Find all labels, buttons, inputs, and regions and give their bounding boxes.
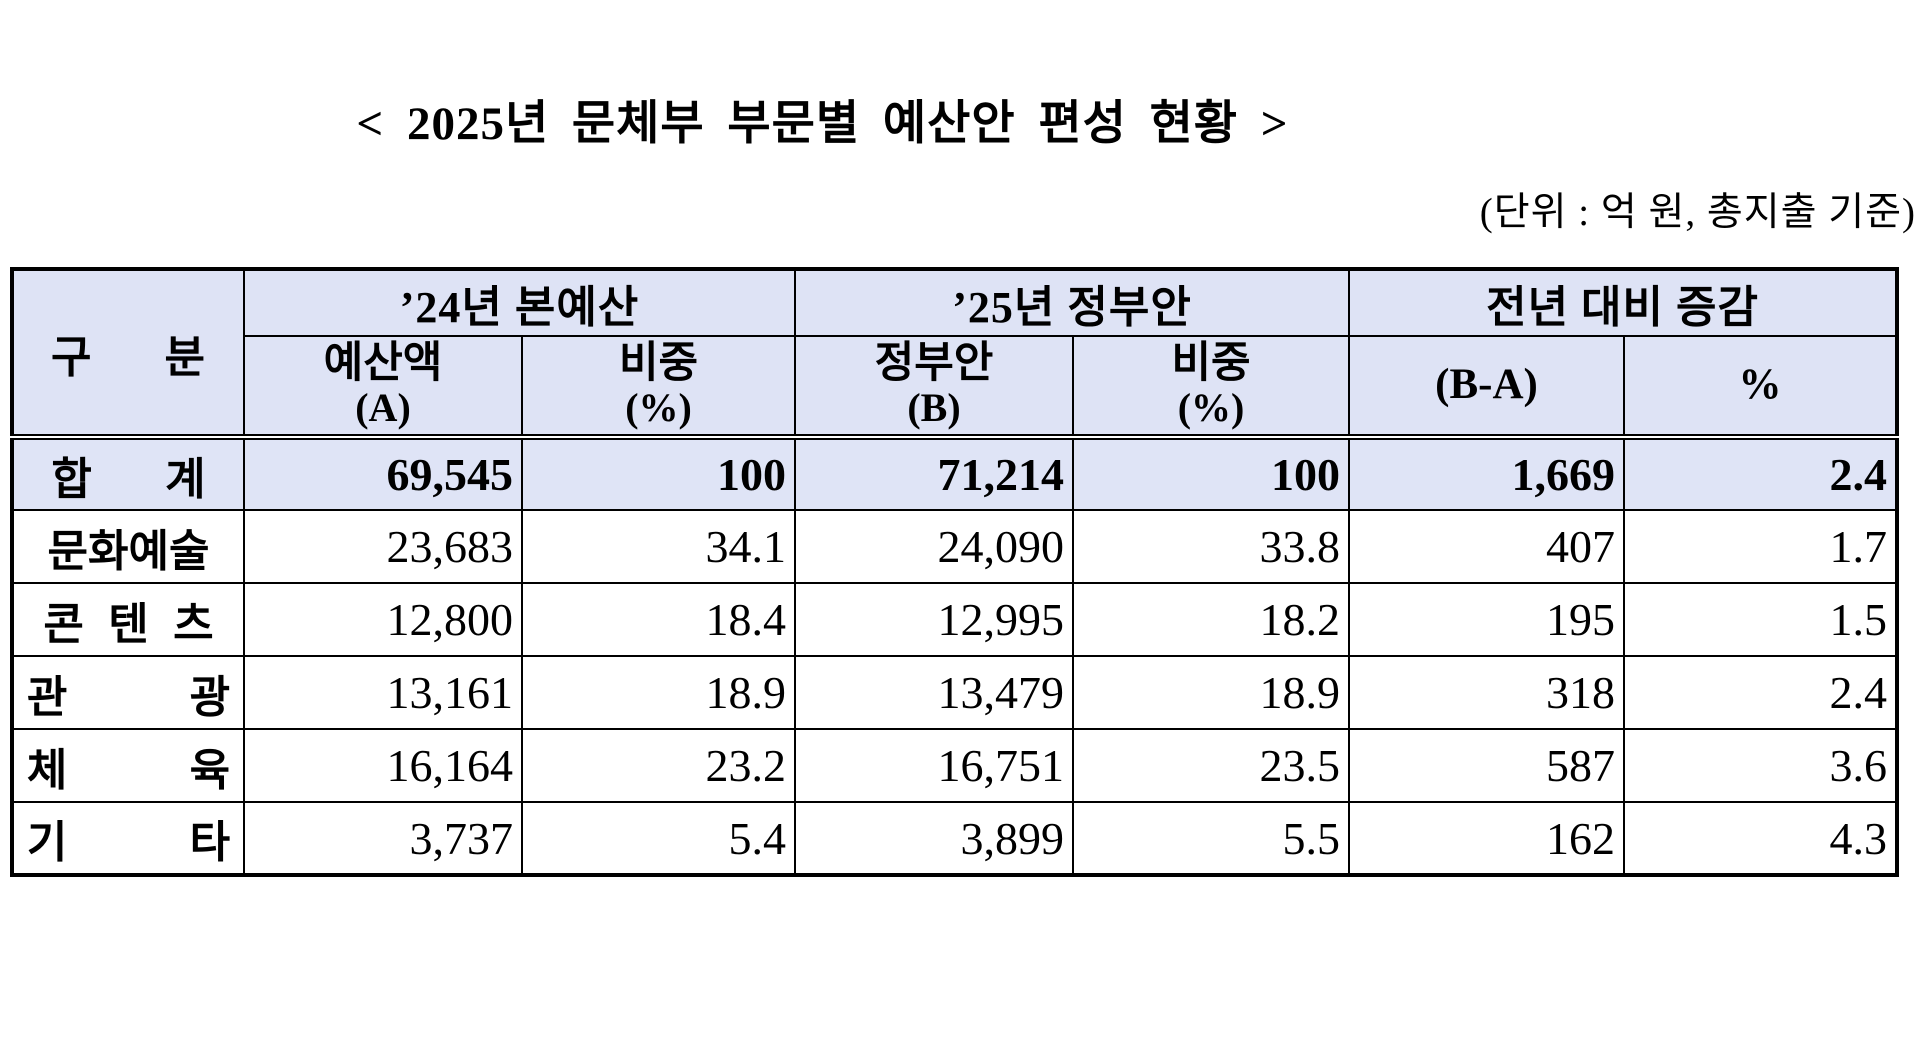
- row-label: 관 광: [11, 655, 245, 730]
- subheader-gov-plan-B: 정부안 (B): [794, 335, 1075, 440]
- cell-diff: 587: [1348, 728, 1626, 803]
- cell-diff: 1,669: [1348, 436, 1626, 511]
- cell-diff-percent: 4.3: [1623, 801, 1899, 877]
- cell-share-2024: 23.2: [520, 728, 797, 803]
- table-header: 구 분 ’24년 본예산 ’25년 정부안 전년 대비 증감 예산액 (A) 비…: [11, 268, 1899, 440]
- table-body: 합 계 69,545 100 71,214 100 1,669 2.4 문화예술…: [11, 436, 1899, 877]
- table-row-culture-arts: 문화예술 23,683 34.1 24,090 33.8 407 1.7: [11, 509, 1899, 584]
- cell-share-2025: 33.8: [1072, 509, 1351, 584]
- cell-budget-A: 16,164: [243, 728, 523, 803]
- row-label: 체 육: [11, 728, 245, 803]
- cell-budget-A: 23,683: [243, 509, 523, 584]
- subheader-budget-amount-A: 예산액 (A): [243, 335, 523, 440]
- header-sub-row: 예산액 (A) 비중 (%) 정부안 (B) 비중 (%) (B-A) %: [12, 335, 1899, 440]
- table-row-other: 기 타 3,737 5.4 3,899 5.5 162 4.3: [11, 801, 1899, 877]
- cell-share-2025: 18.2: [1072, 582, 1351, 657]
- cell-budget-A: 69,545: [243, 436, 523, 511]
- budget-table: 구 분 ’24년 본예산 ’25년 정부안 전년 대비 증감 예산액 (A) 비…: [10, 267, 1900, 877]
- cell-budget-A: 12,800: [243, 582, 523, 657]
- subheader-diff-B-minus-A: (B-A): [1348, 335, 1626, 440]
- subheader-sublabel: (A): [355, 385, 411, 431]
- unit-note: (단위 : 억 원, 총지출 기준): [1479, 191, 1916, 234]
- subheader-label: 비중: [618, 340, 699, 388]
- cell-diff: 318: [1348, 655, 1626, 730]
- subheader-sublabel: (%): [625, 385, 692, 431]
- row-label: 콘 텐 츠: [11, 582, 245, 657]
- cell-share-2025: 23.5: [1072, 728, 1351, 803]
- table-row-total: 합 계 69,545 100 71,214 100 1,669 2.4: [11, 436, 1899, 511]
- table-row-tourism: 관 광 13,161 18.9 13,479 18.9 318 2.4: [11, 655, 1899, 730]
- cell-share-2024: 34.1: [520, 509, 797, 584]
- cell-diff-percent: 1.5: [1623, 582, 1899, 657]
- cell-diff-percent: 1.7: [1623, 509, 1899, 584]
- corner-header: 구 분: [11, 268, 245, 440]
- row-label: 기 타: [11, 801, 245, 877]
- cell-diff: 195: [1348, 582, 1626, 657]
- cell-budget-A: 3,737: [243, 801, 523, 877]
- cell-share-2024: 100: [520, 436, 797, 511]
- cell-gov-plan-B: 24,090: [794, 509, 1075, 584]
- header-group-row: 구 분 ’24년 본예산 ’25년 정부안 전년 대비 증감: [11, 268, 1899, 440]
- subheader-share-2024: 비중 (%): [520, 335, 797, 440]
- subheader-sublabel: (%): [1177, 385, 1245, 431]
- row-label: 문화예술: [11, 509, 245, 584]
- cell-share-2024: 18.4: [520, 582, 797, 657]
- table-row-sports: 체 육 16,164 23.2 16,751 23.5 587 3.6: [11, 728, 1899, 803]
- cell-diff: 407: [1348, 509, 1626, 584]
- subheader-share-2025: 비중 (%): [1072, 335, 1351, 440]
- cell-share-2025: 18.9: [1072, 655, 1351, 730]
- page-title: < 2025년 문체부 부문별 예산안 편성 현황 >: [356, 98, 1289, 150]
- cell-gov-plan-B: 3,899: [794, 801, 1075, 877]
- cell-share-2025: 100: [1072, 436, 1351, 511]
- subheader-label: %: [1738, 361, 1782, 409]
- cell-share-2024: 18.9: [520, 655, 797, 730]
- cell-gov-plan-B: 13,479: [794, 655, 1075, 730]
- subheader-label: 비중: [1171, 340, 1251, 388]
- group-header-2025-gov-plan: ’25년 정부안: [794, 268, 1351, 337]
- cell-diff-percent: 2.4: [1623, 655, 1899, 730]
- row-label: 합 계: [11, 436, 245, 511]
- cell-gov-plan-B: 12,995: [794, 582, 1075, 657]
- cell-diff: 162: [1348, 801, 1626, 877]
- subheader-label: 정부안: [874, 340, 994, 388]
- group-header-yoy-change: 전년 대비 증감: [1348, 268, 1899, 337]
- cell-diff-percent: 2.4: [1623, 436, 1899, 511]
- subheader-label: 예산액: [323, 340, 443, 388]
- cell-budget-A: 13,161: [243, 655, 523, 730]
- group-header-2024-budget: ’24년 본예산: [242, 268, 797, 337]
- subheader-diff-percent: %: [1623, 335, 1899, 440]
- subheader-sublabel: (B): [907, 385, 961, 431]
- cell-share-2025: 5.5: [1072, 801, 1351, 877]
- subheader-label: (B-A): [1435, 361, 1538, 409]
- table-row-content: 콘 텐 츠 12,800 18.4 12,995 18.2 195 1.5: [11, 582, 1899, 657]
- cell-diff-percent: 3.6: [1623, 728, 1899, 803]
- cell-share-2024: 5.4: [520, 801, 797, 877]
- cell-gov-plan-B: 71,214: [794, 436, 1075, 511]
- cell-gov-plan-B: 16,751: [794, 728, 1075, 803]
